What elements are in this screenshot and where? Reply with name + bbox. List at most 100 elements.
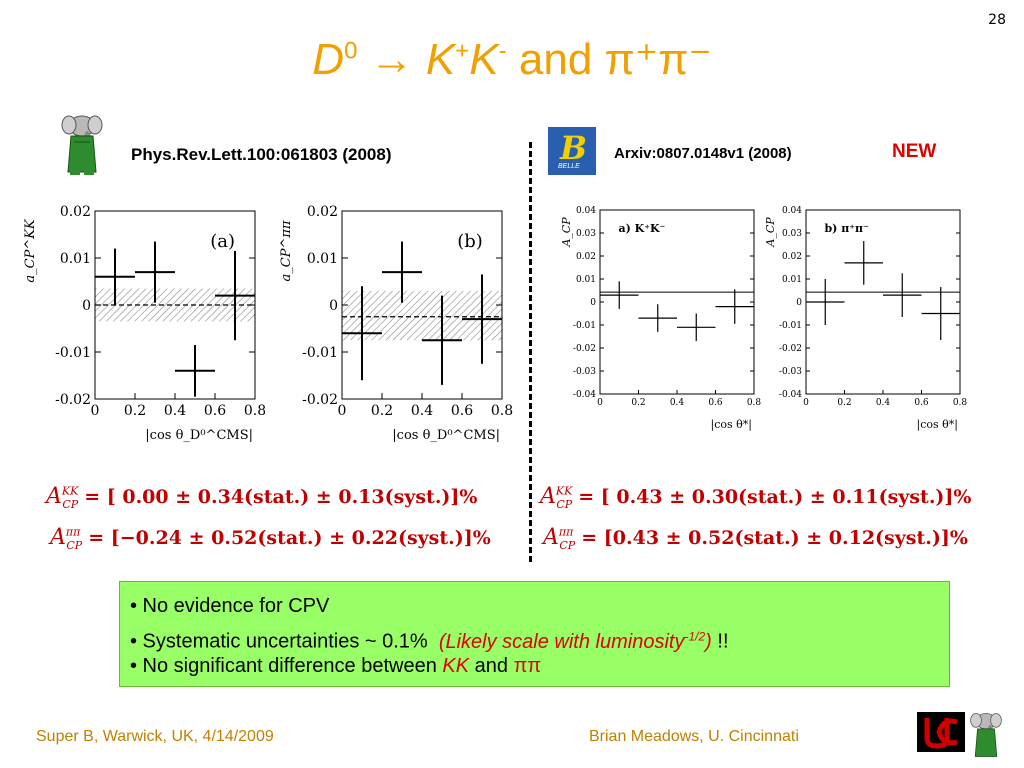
y-tick-label: 0.01: [307, 251, 338, 267]
y-tick-label: 0.01: [60, 251, 91, 267]
y-tick-label: 0: [796, 298, 802, 308]
panel-label: (a): [210, 231, 235, 252]
title-k1-sup: +: [455, 37, 470, 65]
x-tick-label: 0.2: [631, 398, 645, 408]
title-k2-sup: -: [498, 37, 507, 65]
y-axis-label: A_CP: [764, 217, 777, 248]
y-tick-label: 0.04: [576, 206, 596, 216]
data-point: [462, 274, 502, 364]
y-tick-label: 0.02: [307, 204, 338, 220]
uc-logo-icon: [917, 712, 965, 752]
chart-belle-kk: -0.04 -0.03 -0.02 -0.01 0 0.01 0.02 0.03 0.04 0 0.…: [560, 206, 762, 432]
panel-label: (b): [457, 231, 483, 252]
column-divider: [529, 142, 532, 562]
new-badge: NEW: [892, 141, 937, 162]
y-tick-label: -0.03: [573, 367, 596, 377]
x-axis-label: |cos θ*|: [711, 418, 752, 432]
x-axis-label: |cos θ_D⁰^CMS|: [145, 428, 253, 443]
formula-lhs: AππCP: [543, 525, 576, 553]
data-point: [95, 248, 135, 305]
summary-list: • No evidence for CPV • Systematic uncer…: [120, 582, 949, 682]
x-axis-label: |cos θ_D⁰^CMS|: [392, 428, 500, 443]
y-tick-label: 0.02: [782, 252, 802, 262]
formula-rhs: = [ 0.43 ± 0.30(stat.) ± 0.11(syst.)]%: [578, 486, 972, 508]
formula-right-kk: AKKCP = [ 0.43 ± 0.30(stat.) ± 0.11(syst…: [540, 484, 971, 511]
title-k2: K: [469, 35, 499, 84]
formula-right-pipi: AππCP = [0.43 ± 0.52(stat.) ± 0.12(syst.…: [543, 525, 968, 552]
footer-right: Brian Meadows, U. Cincinnati: [589, 728, 799, 745]
y-tick-label: 0.01: [576, 275, 596, 285]
summary-item-2: • Systematic uncertainties ~ 0.1% (Likel…: [130, 629, 729, 653]
formula-rhs: = [0.43 ± 0.52(stat.) ± 0.12(syst.)]%: [581, 527, 968, 549]
title-d-sup: 0: [344, 37, 358, 65]
x-tick-label: 0.8: [491, 403, 513, 419]
x-tick-label: 0: [91, 403, 100, 419]
chart-babar-pipi: -0.02 -0.01 0 0.01 0.02 0 0.2 0.4 0.6 0.8 (b) |cos …: [279, 204, 513, 443]
x-tick-label: 0.6: [451, 403, 473, 419]
x-tick-label: 0.6: [204, 403, 226, 419]
y-axis-label: a_CP^KK: [23, 218, 38, 283]
formula-left-pipi: AππCP = [−0.24 ± 0.52(stat.) ± 0.22(syst…: [50, 525, 491, 552]
x-tick-label: 0.4: [876, 398, 891, 408]
x-tick-label: 0.6: [914, 398, 929, 408]
luminosity-note: (Likely scale with luminosity-1/2): [438, 629, 712, 653]
babar-elephant-icon: [61, 115, 103, 175]
y-tick-label: 0: [329, 298, 338, 314]
summary-box: • No evidence for CPV • Systematic uncer…: [119, 581, 950, 687]
data-point: [215, 250, 255, 341]
data-point: [342, 286, 382, 381]
formula-lhs: AKKCP: [46, 484, 79, 512]
left-reference: Phys.Rev.Lett.100:061803 (2008): [131, 145, 392, 164]
page-number: 28: [988, 12, 1006, 28]
y-tick-label: 0: [82, 298, 91, 314]
y-axis-label: a_CP^ππ: [279, 220, 294, 281]
y-tick-label: 0.03: [576, 229, 596, 239]
title-pipi: π⁺π⁻: [604, 35, 712, 84]
summary-item-3: • No significant difference between KK a…: [130, 655, 542, 677]
x-tick-label: 0.2: [124, 403, 146, 419]
y-tick-label: 0.01: [782, 275, 802, 285]
data-point: [677, 313, 716, 342]
data-point: [422, 295, 462, 385]
panel-label: b) π⁺π⁻: [824, 222, 869, 235]
footer-left: Super B, Warwick, UK, 4/14/2009: [36, 728, 274, 745]
formula-left-kk: AKKCP = [ 0.00 ± 0.34(stat.) ± 0.13(syst…: [46, 484, 477, 511]
y-tick-label: -0.01: [573, 321, 596, 331]
chart-babar-kk: -0.02 -0.01 0 0.01 0.02 0 0.2 0.4 0.6 0.8 (a) |cos …: [23, 204, 265, 443]
formula-lhs: AKKCP: [540, 484, 573, 512]
formula-lhs: AππCP: [50, 525, 83, 553]
y-axis-label: A_CP: [560, 217, 573, 248]
data-point: [382, 241, 422, 303]
x-tick-label: 0.8: [953, 398, 968, 408]
data-point: [175, 344, 215, 397]
y-tick-label: 0.02: [60, 204, 91, 220]
x-tick-label: 0.8: [747, 398, 762, 408]
x-tick-label: 0.4: [411, 403, 433, 419]
data-point: [883, 273, 922, 317]
chart-belle-pipi: -0.04 -0.03 -0.02 -0.01 0 0.01 0.02 0.03 0.04 0 0.…: [764, 206, 968, 432]
data-point: [806, 279, 845, 325]
data-point: [135, 241, 175, 303]
x-axis-label: |cos θ*|: [917, 418, 958, 432]
title-and: and: [518, 35, 593, 84]
x-tick-label: 0.2: [837, 398, 851, 408]
belle-logo-text: BELLE: [558, 163, 580, 170]
data-point: [600, 281, 639, 309]
right-reference: Arxiv:0807.0148v1 (2008): [614, 145, 792, 162]
y-tick-label: -0.01: [302, 345, 338, 361]
title-arrow: →: [369, 35, 414, 84]
x-tick-label: 0.8: [244, 403, 265, 419]
x-tick-label: 0.2: [371, 403, 393, 419]
data-point: [921, 287, 960, 340]
data-point: [638, 304, 677, 332]
formula-rhs: = [−0.24 ± 0.52(stat.) ± 0.22(syst.)]%: [88, 527, 491, 549]
data-point: [844, 241, 883, 285]
y-tick-label: 0: [590, 298, 596, 308]
panel-label: a) K⁺K⁻: [618, 222, 665, 235]
y-tick-label: 0.04: [782, 206, 802, 216]
x-tick-label: 0: [597, 398, 603, 408]
x-tick-label: 0.6: [708, 398, 723, 408]
y-tick-label: -0.02: [302, 392, 338, 408]
x-tick-label: 0.4: [670, 398, 685, 408]
y-tick-label: -0.01: [779, 321, 802, 331]
